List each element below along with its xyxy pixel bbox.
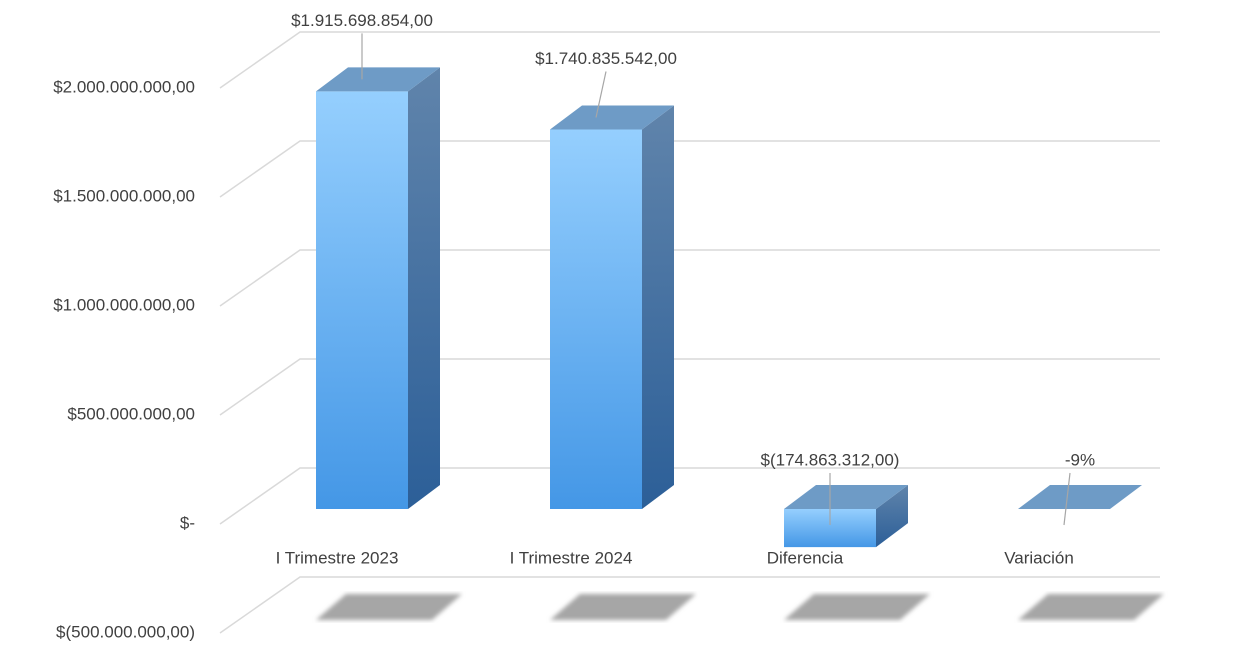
bar-side (876, 485, 908, 548)
grid-line (219, 467, 1160, 525)
x-tick-label: I Trimestre 2023 (276, 548, 399, 567)
shadow (1018, 594, 1164, 620)
y-tick-label: $2.000.000.000,00 (53, 77, 195, 96)
grid-line (219, 358, 1160, 416)
shadow (550, 594, 696, 620)
data-label: $1.915.698.854,00 (291, 11, 433, 30)
bar-side (408, 67, 440, 509)
bar-side (642, 105, 674, 509)
y-tick-label: $1.000.000.000,00 (53, 295, 195, 314)
bar (550, 129, 642, 509)
grid-line (219, 140, 1160, 198)
bar-top (1018, 485, 1142, 509)
grid-line (219, 249, 1160, 307)
bar-top (784, 485, 908, 509)
bar-top (550, 105, 674, 130)
data-label: -9% (1065, 450, 1095, 469)
shadow (316, 594, 462, 620)
grid-line (219, 31, 1160, 89)
y-tick-label: $- (180, 513, 195, 532)
x-tick-label: Diferencia (767, 548, 844, 567)
x-tick-label: I Trimestre 2024 (510, 548, 633, 567)
shadow (784, 594, 930, 620)
data-label: $(174.863.312,00) (761, 450, 900, 469)
y-tick-label: $1.500.000.000,00 (53, 186, 195, 205)
data-label: $1.740.835.542,00 (535, 49, 677, 68)
leader-line (595, 71, 607, 118)
y-tick-label: $(500.000.000,00) (56, 622, 195, 641)
grid-line (219, 576, 1160, 634)
x-tick-label: Variación (1004, 548, 1074, 567)
bar-top (316, 67, 440, 92)
bar (316, 91, 408, 509)
y-tick-label: $500.000.000,00 (67, 404, 195, 423)
leader-line (1063, 472, 1071, 526)
